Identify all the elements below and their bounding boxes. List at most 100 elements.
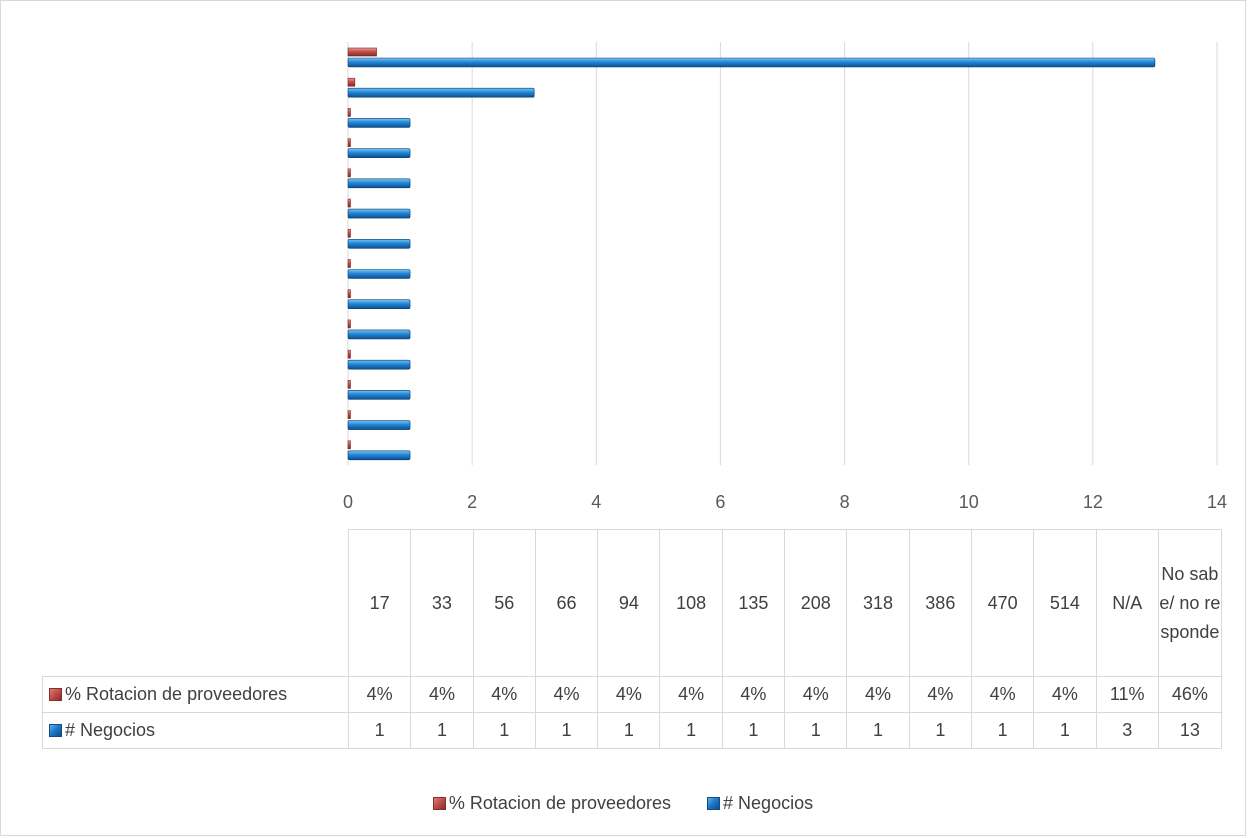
bar-rotacion-proveedores <box>347 168 351 178</box>
series-row-label: % Rotacion de proveedores <box>42 676 349 713</box>
table-value-cell: 4% <box>659 676 723 713</box>
category-label: 108 <box>659 529 723 677</box>
x-tick-label: 12 <box>1083 492 1103 512</box>
table-value-cell: 4% <box>410 676 474 713</box>
bar-negocios <box>347 87 535 98</box>
table-value-cell: 1 <box>472 712 536 749</box>
bar-negocios <box>347 57 1156 68</box>
series-name: # Negocios <box>65 720 156 740</box>
table-row: # Negocios 1 1 1 1 1 1 1 1 1 1 1 1 3 13 <box>42 712 1222 749</box>
bar-negocios <box>347 148 411 158</box>
bar-rotacion-proveedores <box>347 410 351 419</box>
table-value-cell: 13 <box>1157 712 1222 749</box>
table-value-cell: 1 <box>970 712 1035 749</box>
table-value-cell: 4% <box>347 676 412 713</box>
legend-key-icon <box>49 724 62 737</box>
bar-negocios <box>347 299 411 310</box>
legend-label: % Rotacion de proveedores <box>448 793 672 813</box>
table-value-cell: 1 <box>908 712 972 749</box>
bar-negocios <box>347 208 411 219</box>
x-tick-label: 10 <box>959 492 979 512</box>
table-value-cell: 1 <box>846 712 910 749</box>
category-label: 56 <box>472 529 536 677</box>
category-label: 66 <box>534 529 599 677</box>
table-value-cell: 46% <box>1157 676 1222 713</box>
bar-rotacion-proveedores <box>347 108 351 117</box>
x-tick-label: 2 <box>467 492 477 512</box>
table-value-cell: 1 <box>347 712 412 749</box>
table-value-cell: 4% <box>908 676 972 713</box>
table-value-cell: 4% <box>784 676 848 713</box>
table-value-cell: 1 <box>784 712 848 749</box>
table-corner <box>42 529 349 677</box>
table-value-cell: 1 <box>597 712 661 749</box>
category-label: N/A <box>1095 529 1159 677</box>
x-tick-label: 14 <box>1207 492 1227 512</box>
bar-negocios <box>347 359 411 370</box>
table-value-cell: 1 <box>1033 712 1097 749</box>
table-value-cell: 1 <box>534 712 599 749</box>
x-tick-label: 0 <box>343 492 353 512</box>
category-label: 17 <box>347 529 412 677</box>
table-row: % Rotacion de proveedores 4% 4% 4% 4% 4% 4% 4% 4… <box>42 676 1222 713</box>
bar-chart: 0 2 4 6 8 10 12 14 <box>343 42 1227 512</box>
bar-rotacion-proveedores <box>347 228 351 238</box>
bar-rotacion-proveedores <box>347 77 356 87</box>
category-label: 514 <box>1033 529 1097 677</box>
table-value-cell: 4% <box>1033 676 1097 713</box>
category-label: 33 <box>410 529 474 677</box>
series-name: % Rotacion de proveedores <box>65 684 288 704</box>
bar-negocios <box>347 178 411 189</box>
bar-negocios <box>347 269 411 279</box>
category-header-row: 17 33 56 66 94 108 135 208 318 386 470 514 N/A No sab… <box>42 529 1222 677</box>
legend-key-icon <box>432 797 446 810</box>
bar-rotacion-proveedores <box>347 47 377 57</box>
legend-entry: % Rotacion de proveedores <box>432 793 672 814</box>
category-label: 135 <box>721 529 786 677</box>
legend-key-icon <box>707 797 721 810</box>
category-label: 208 <box>784 529 848 677</box>
legend: % Rotacion de proveedores # Negocios <box>0 793 1246 814</box>
bar-negocios <box>347 329 411 340</box>
x-tick-label: 6 <box>715 492 725 512</box>
table-value-cell: 4% <box>846 676 910 713</box>
x-tick-label: 8 <box>840 492 850 512</box>
table-value-cell: 4% <box>970 676 1035 713</box>
x-tick-labels: 0 2 4 6 8 10 12 14 <box>343 492 1227 512</box>
bar-negocios <box>347 420 411 430</box>
bar-rotacion-proveedores <box>347 289 351 299</box>
x-tick-label: 4 <box>591 492 601 512</box>
table-value-cell: 4% <box>597 676 661 713</box>
bars <box>347 47 1156 461</box>
category-label: 94 <box>597 529 661 677</box>
table-value-cell: 1 <box>721 712 786 749</box>
table-value-cell: 1 <box>659 712 723 749</box>
category-label: 470 <box>970 529 1035 677</box>
bar-negocios <box>347 390 411 400</box>
table-value-cell: 4% <box>721 676 786 713</box>
table-value-cell: 11% <box>1095 676 1159 713</box>
bar-rotacion-proveedores <box>347 319 351 329</box>
bar-rotacion-proveedores <box>347 440 351 450</box>
category-label: No sabe/ no responde <box>1157 529 1222 677</box>
table-value-cell: 4% <box>472 676 536 713</box>
category-label: 318 <box>846 529 910 677</box>
bar-negocios <box>347 450 411 461</box>
bar-rotacion-proveedores <box>347 259 351 268</box>
gridlines <box>347 42 1218 465</box>
legend-entry: # Negocios <box>707 793 813 814</box>
bar-rotacion-proveedores <box>347 138 351 147</box>
legend-key-icon <box>49 688 62 701</box>
table-value-cell: 4% <box>534 676 599 713</box>
series-row-label: # Negocios <box>42 712 349 749</box>
data-table: 17 33 56 66 94 108 135 208 318 386 470 514 N/A No sab… <box>42 529 1222 749</box>
category-label: 386 <box>908 529 972 677</box>
bar-rotacion-proveedores <box>347 349 351 359</box>
bar-negocios <box>347 238 411 249</box>
bar-rotacion-proveedores <box>347 198 351 208</box>
table-value-cell: 1 <box>410 712 474 749</box>
bar-rotacion-proveedores <box>347 380 351 389</box>
bar-negocios <box>347 118 411 128</box>
legend-label: # Negocios <box>723 793 814 813</box>
